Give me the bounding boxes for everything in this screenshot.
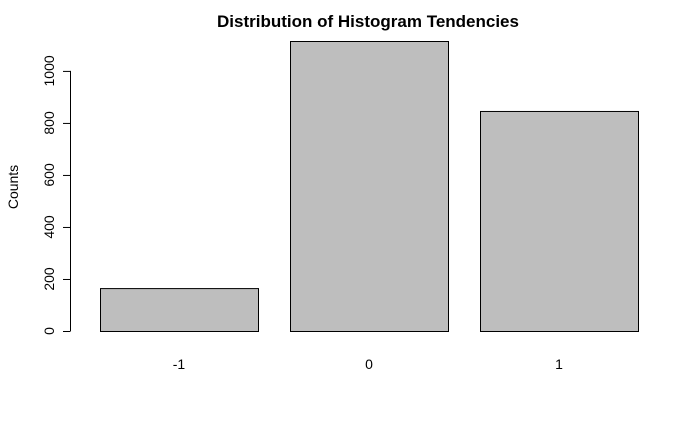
- y-tick-label: 400: [41, 215, 57, 239]
- bars-group: [100, 41, 639, 333]
- x-tick-label: 0: [365, 356, 373, 372]
- x-tick-label: 1: [555, 356, 563, 372]
- y-tick-label: 1000: [41, 55, 57, 86]
- x-tick-label: -1: [173, 356, 186, 372]
- bar-1: [480, 110, 639, 332]
- chart-title: Distribution of Histogram Tendencies: [217, 12, 519, 31]
- y-tick-label: 0: [41, 327, 57, 335]
- y-tick-label: 600: [41, 163, 57, 187]
- y-axis-label: Counts: [5, 165, 21, 209]
- bar-0: [290, 41, 449, 332]
- x-tick-labels: -1 0 1: [173, 356, 563, 372]
- y-axis: 0 200 400 600 800 1000: [41, 55, 71, 335]
- bar--1: [100, 288, 259, 333]
- y-tick-label: 800: [41, 111, 57, 135]
- y-tick-label: 200: [41, 267, 57, 291]
